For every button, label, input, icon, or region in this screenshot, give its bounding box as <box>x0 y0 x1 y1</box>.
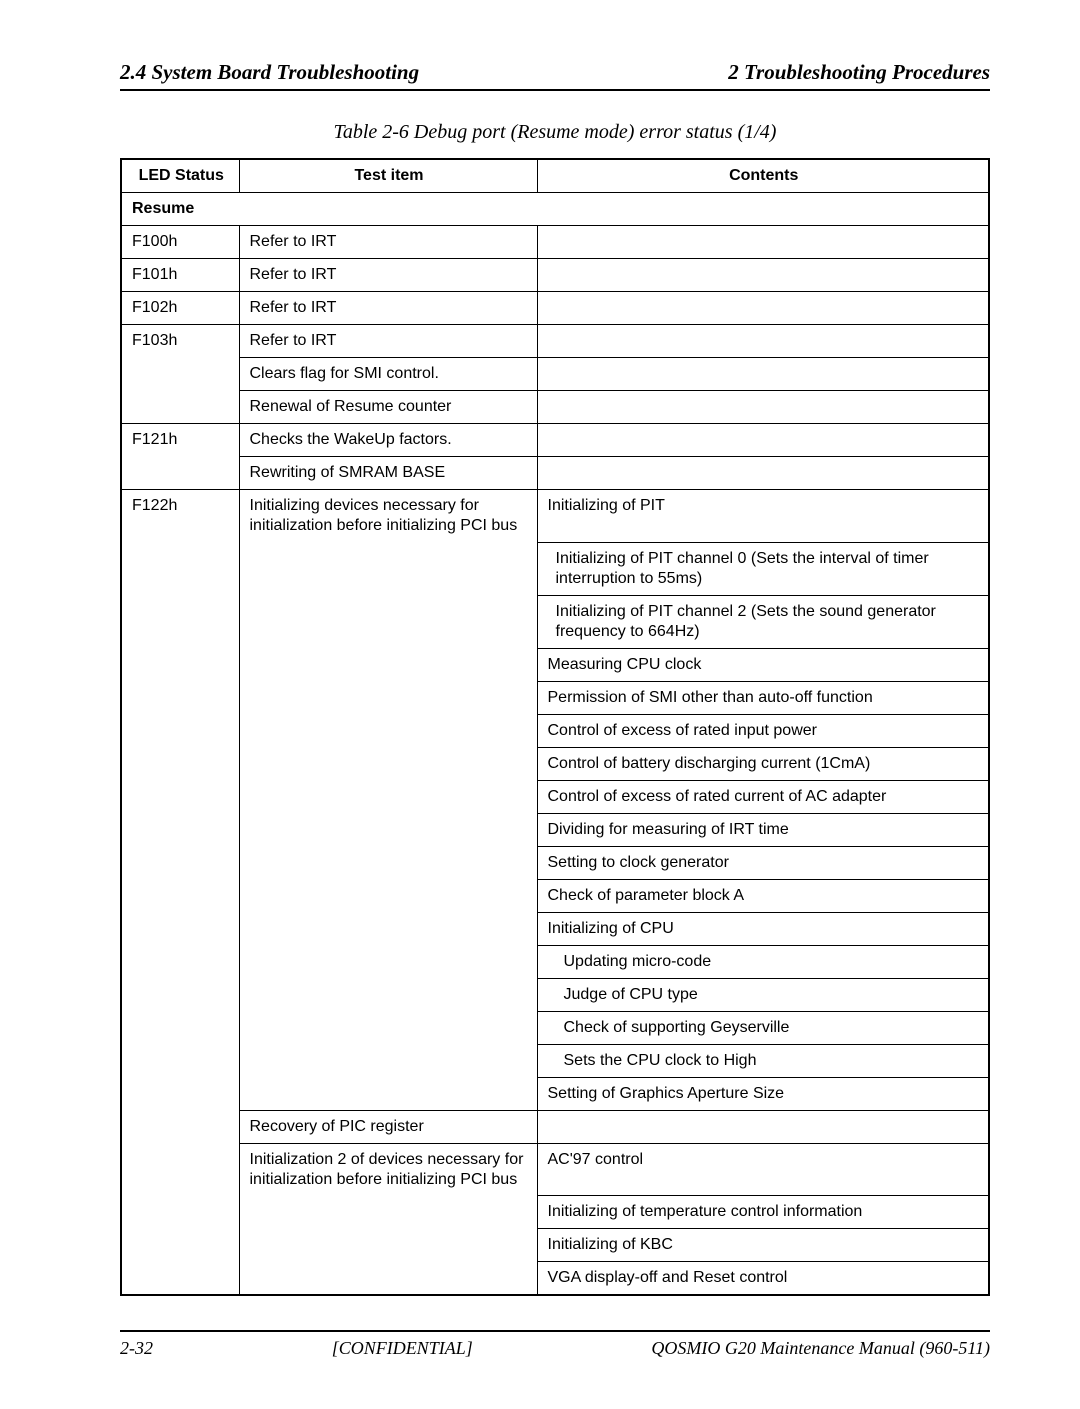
led-cell <box>121 391 239 424</box>
led-cell: F101h <box>121 259 239 292</box>
test-cell: Refer to IRT <box>239 292 537 325</box>
led-cell: F122h <box>121 490 239 543</box>
table-row: Initializing of PIT channel 0 (Sets the … <box>121 542 989 595</box>
test-cell: Rewriting of SMRAM BASE <box>239 457 537 490</box>
contents-cell: Check of supporting Geyserville <box>537 1011 989 1044</box>
led-cell: F100h <box>121 226 239 259</box>
contents-cell: Control of battery discharging current (… <box>537 747 989 780</box>
table-row: Initializing of PIT channel 2 (Sets the … <box>121 595 989 648</box>
led-cell: F121h <box>121 424 239 457</box>
contents-cell: AC'97 control <box>537 1143 989 1196</box>
contents-cell: Initializing of CPU <box>537 912 989 945</box>
contents-cell <box>537 457 989 490</box>
contents-cell: Control of excess of rated input power <box>537 714 989 747</box>
led-cell: F102h <box>121 292 239 325</box>
col-contents: Contents <box>537 159 989 193</box>
footer-manual-title: QOSMIO G20 Maintenance Manual (960-511) <box>651 1338 990 1359</box>
table-row: Rewriting of SMRAM BASE <box>121 457 989 490</box>
table-row: Initializing of temperature control info… <box>121 1196 989 1229</box>
table-row: Setting to clock generator <box>121 846 989 879</box>
test-cell: Clears flag for SMI control. <box>239 358 537 391</box>
contents-cell <box>537 292 989 325</box>
contents-cell: Permission of SMI other than auto-off fu… <box>537 681 989 714</box>
table-row: Dividing for measuring of IRT time <box>121 813 989 846</box>
table-row: F103h Refer to IRT <box>121 325 989 358</box>
test-cell: Refer to IRT <box>239 226 537 259</box>
debug-table: LED Status Test item Contents Resume F10… <box>120 158 990 1296</box>
contents-cell: Judge of CPU type <box>537 978 989 1011</box>
table-row: F102h Refer to IRT <box>121 292 989 325</box>
contents-cell: Check of parameter block A <box>537 879 989 912</box>
contents-cell: Sets the CPU clock to High <box>537 1044 989 1077</box>
contents-cell: Initializing of PIT <box>537 490 989 543</box>
col-led: LED Status <box>121 159 239 193</box>
contents-cell: Initializing of temperature control info… <box>537 1196 989 1229</box>
contents-cell <box>537 358 989 391</box>
contents-cell: Setting to clock generator <box>537 846 989 879</box>
table-row: F121h Checks the WakeUp factors. <box>121 424 989 457</box>
page-footer: 2-32 [CONFIDENTIAL] QOSMIO G20 Maintenan… <box>120 1338 990 1359</box>
test-cell: Recovery of PIC register <box>239 1110 537 1143</box>
table-row: Control of battery discharging current (… <box>121 747 989 780</box>
test-cell: Initialization 2 of devices necessary fo… <box>239 1143 537 1196</box>
contents-cell: Updating micro-code <box>537 945 989 978</box>
contents-cell <box>537 424 989 457</box>
contents-cell <box>537 391 989 424</box>
contents-cell <box>537 226 989 259</box>
test-cell: Renewal of Resume counter <box>239 391 537 424</box>
col-test: Test item <box>239 159 537 193</box>
page-header: 2.4 System Board Troubleshooting 2 Troub… <box>120 60 990 85</box>
contents-cell: Initializing of PIT channel 2 (Sets the … <box>537 595 989 648</box>
test-cell: Refer to IRT <box>239 259 537 292</box>
header-left: 2.4 System Board Troubleshooting <box>120 60 419 85</box>
page: 2.4 System Board Troubleshooting 2 Troub… <box>0 0 1080 1409</box>
table-row: Control of excess of rated current of AC… <box>121 780 989 813</box>
footer-confidential: [CONFIDENTIAL] <box>332 1338 473 1359</box>
contents-cell: VGA display-off and Reset control <box>537 1262 989 1296</box>
led-cell: F103h <box>121 325 239 358</box>
test-cell: Initializing devices necessary for initi… <box>239 490 537 543</box>
test-cell: Refer to IRT <box>239 325 537 358</box>
table-row: F101h Refer to IRT <box>121 259 989 292</box>
table-row: Control of excess of rated input power <box>121 714 989 747</box>
contents-cell: Dividing for measuring of IRT time <box>537 813 989 846</box>
section-row: Resume <box>121 193 989 226</box>
header-rule <box>120 89 990 91</box>
led-cell <box>121 358 239 391</box>
table-row: Check of parameter block A <box>121 879 989 912</box>
section-label: Resume <box>121 193 989 226</box>
table-row: Sets the CPU clock to High <box>121 1044 989 1077</box>
contents-cell: Setting of Graphics Aperture Size <box>537 1077 989 1110</box>
table-row: Renewal of Resume counter <box>121 391 989 424</box>
footer-page-number: 2-32 <box>120 1338 153 1359</box>
contents-cell: Control of excess of rated current of AC… <box>537 780 989 813</box>
table-row: Check of supporting Geyserville <box>121 1011 989 1044</box>
table-row: Initializing of KBC <box>121 1229 989 1262</box>
header-right: 2 Troubleshooting Procedures <box>728 60 990 85</box>
table-row: Setting of Graphics Aperture Size <box>121 1077 989 1110</box>
led-cell <box>121 457 239 490</box>
contents-cell <box>537 259 989 292</box>
table-row: Measuring CPU clock <box>121 648 989 681</box>
table-caption: Table 2-6 Debug port (Resume mode) error… <box>120 121 990 144</box>
table-row: VGA display-off and Reset control <box>121 1262 989 1296</box>
table-header-row: LED Status Test item Contents <box>121 159 989 193</box>
contents-cell: Initializing of PIT channel 0 (Sets the … <box>537 542 989 595</box>
footer-rule <box>120 1330 990 1332</box>
contents-cell: Initializing of KBC <box>537 1229 989 1262</box>
table-row: Judge of CPU type <box>121 978 989 1011</box>
table-row: Permission of SMI other than auto-off fu… <box>121 681 989 714</box>
table-row: Recovery of PIC register <box>121 1110 989 1143</box>
contents-cell <box>537 1110 989 1143</box>
table-row: Clears flag for SMI control. <box>121 358 989 391</box>
table-row: F100h Refer to IRT <box>121 226 989 259</box>
table-row: Initialization 2 of devices necessary fo… <box>121 1143 989 1196</box>
table-row: F122h Initializing devices necessary for… <box>121 490 989 543</box>
contents-cell <box>537 325 989 358</box>
table-row: Initializing of CPU <box>121 912 989 945</box>
test-cell: Checks the WakeUp factors. <box>239 424 537 457</box>
table-row: Updating micro-code <box>121 945 989 978</box>
contents-cell: Measuring CPU clock <box>537 648 989 681</box>
